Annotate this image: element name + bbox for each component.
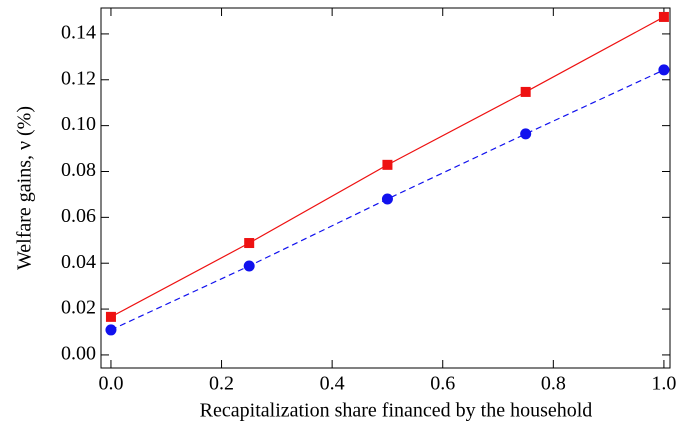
marker <box>520 86 531 97</box>
y-axis-title: Welfare gains, ν (%) <box>14 106 36 270</box>
x-tick-label: 0.6 <box>430 373 455 395</box>
marker <box>520 128 532 140</box>
plot-frame <box>100 7 671 369</box>
marker <box>382 159 393 170</box>
y-tick-label: 0.08 <box>61 159 96 181</box>
marker <box>658 11 669 22</box>
y-tick-label: 0.06 <box>61 205 96 227</box>
y-tick-label: 0.10 <box>61 113 96 135</box>
y-tick-label: 0.00 <box>61 343 96 365</box>
y-tick-label: 0.02 <box>61 297 96 319</box>
marker <box>105 311 116 322</box>
marker <box>381 193 393 205</box>
x-tick-label: 0.0 <box>98 373 123 395</box>
marker <box>658 64 670 76</box>
y-tick-label: 0.14 <box>61 22 96 44</box>
x-tick-label: 0.8 <box>541 373 566 395</box>
marker <box>105 324 117 336</box>
marker <box>244 238 255 249</box>
marker <box>243 260 255 272</box>
y-tick-label: 0.04 <box>61 251 96 273</box>
x-tick-label: 0.4 <box>320 373 345 395</box>
x-axis-title: Recapitalization share financed by the h… <box>200 400 593 422</box>
x-tick-label: 1.0 <box>651 373 676 395</box>
x-tick-label: 0.2 <box>209 373 234 395</box>
y-tick-label: 0.12 <box>61 67 96 89</box>
